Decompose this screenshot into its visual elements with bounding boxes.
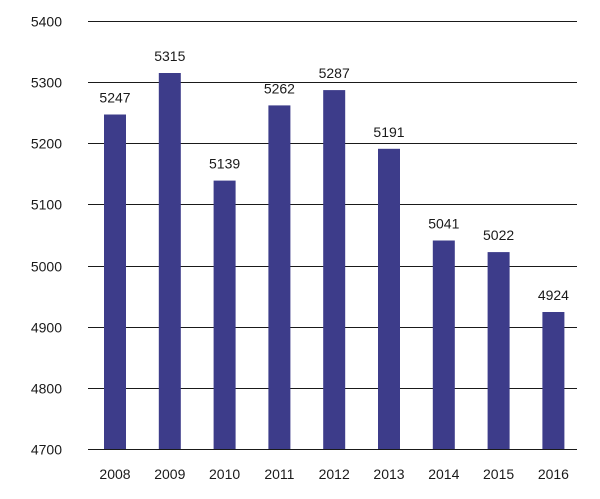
data-label-2013: 5191 [373,124,404,140]
y-tick-label: 5200 [31,136,62,152]
y-tick-label: 5100 [31,197,62,213]
x-tick-label-2009: 2009 [154,466,185,482]
bar-2010 [213,180,236,449]
bars [104,73,565,450]
y-tick-label: 4900 [31,320,62,336]
bar-2016 [542,312,565,449]
x-axis-tick-labels: 2008 2009 2010 2011 2012 2013 2014 2015 2016 [99,466,569,482]
x-tick-label-2011: 2011 [264,466,294,482]
data-label-2015: 5022 [483,227,514,243]
bar-2011 [268,105,291,450]
bar-2014 [432,240,455,449]
bar-2012 [323,90,346,449]
data-label-2016: 4924 [538,287,569,303]
x-tick-label-2012: 2012 [319,466,350,482]
bar-2013 [378,148,400,450]
bar-2008 [104,114,126,449]
x-tick-label-2014: 2014 [428,466,459,482]
x-tick-label-2010: 2010 [209,466,240,482]
y-tick-label: 4800 [31,381,62,397]
x-tick-label-2015: 2015 [483,466,514,482]
data-label-2012: 5287 [319,65,350,81]
data-label-2014: 5041 [428,216,459,232]
y-tick-label: 5000 [31,259,62,275]
x-tick-label-2016: 2016 [538,466,569,482]
bar-2015 [487,252,510,449]
data-label-2009: 5315 [154,48,185,64]
bar-2009 [158,73,181,449]
data-label-2008: 5247 [99,90,130,106]
data-label-2011: 5262 [264,80,295,96]
y-axis-tick-labels: 4700 4800 4900 5000 5100 5200 5300 5400 [31,14,62,458]
y-tick-label: 4700 [31,442,62,458]
y-tick-label: 5300 [31,75,62,91]
y-tick-label: 5400 [31,14,62,30]
data-label-2010: 5139 [209,156,240,172]
x-tick-label-2008: 2008 [99,466,130,482]
x-tick-label-2013: 2013 [373,466,404,482]
data-labels: 5247 5315 5139 5262 5287 5191 5041 5022 4924 [99,48,569,303]
